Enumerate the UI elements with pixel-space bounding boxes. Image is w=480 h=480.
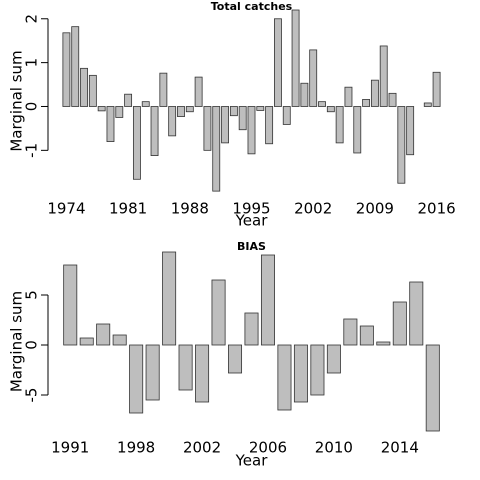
bar (185, 106, 194, 113)
bar (162, 251, 177, 346)
bar (260, 254, 275, 346)
bar (79, 337, 94, 346)
bar (256, 106, 265, 111)
bar (112, 334, 127, 346)
bar (388, 92, 397, 107)
bar (409, 281, 424, 346)
bar (132, 106, 141, 180)
bar (62, 32, 71, 107)
bar (274, 18, 282, 107)
y-tick-label: -5 (23, 388, 41, 403)
bar (145, 344, 160, 401)
bar (362, 99, 371, 107)
bar (97, 106, 106, 112)
y-tick-label: 0 (23, 102, 41, 112)
bar (293, 344, 308, 403)
bar (343, 318, 358, 346)
x-tick-label: 2009 (356, 200, 394, 218)
y-tick-label: 1 (23, 58, 41, 68)
bar (277, 344, 292, 411)
bar (310, 344, 325, 396)
bar (406, 106, 415, 156)
bar (96, 323, 111, 346)
y-tick-label: -1 (23, 143, 41, 158)
x-tick-label: 1981 (109, 200, 147, 218)
bar (265, 106, 274, 145)
bar (115, 106, 124, 118)
bar (150, 106, 159, 156)
x-tick-label: 1998 (117, 439, 155, 457)
y-axis-label: Marginal sum (8, 291, 26, 392)
chart-title: BIAS (237, 240, 266, 253)
bar (309, 49, 318, 107)
x-axis-label: Year (235, 212, 269, 230)
x-tick-label: 1995 (232, 200, 270, 218)
bar (194, 76, 203, 107)
x-tick-label: 2016 (417, 200, 455, 218)
bar (71, 26, 80, 107)
bar (63, 264, 78, 346)
bar (168, 106, 177, 137)
y-tick-label: 2 (23, 14, 41, 24)
y-axis-label: Marginal sum (8, 50, 26, 151)
bar (212, 106, 221, 192)
bar (238, 106, 247, 131)
y-tick-label: 0 (23, 340, 41, 350)
bar (247, 106, 256, 155)
bar (195, 344, 210, 403)
x-tick-label: 1991 (51, 439, 89, 457)
bar (344, 86, 353, 107)
bar (397, 106, 406, 184)
x-tick-label: 1988 (171, 200, 209, 218)
x-tick-label: 1974 (47, 200, 85, 218)
bar (80, 67, 88, 107)
bar (423, 102, 432, 107)
bar (228, 344, 243, 374)
bar (211, 279, 226, 346)
y-tick-label: 5 (23, 290, 41, 300)
chart-title: Total catches (211, 0, 293, 13)
x-tick-label: 2002 (183, 439, 221, 457)
x-tick-label: 2002 (294, 200, 332, 218)
x-tick-label: 2014 (381, 439, 419, 457)
bar (124, 93, 133, 107)
bar (106, 106, 115, 142)
bar (432, 71, 441, 107)
bar (376, 341, 391, 346)
x-tick-label: 2010 (315, 439, 353, 457)
bar (335, 106, 344, 144)
x-tick-label: 2006 (249, 439, 287, 457)
bar (291, 9, 300, 107)
bar (359, 325, 374, 346)
bar (353, 106, 362, 154)
bar (318, 101, 326, 107)
bar (370, 79, 379, 107)
bar (203, 106, 212, 151)
bar (129, 344, 144, 414)
bar (178, 344, 193, 391)
bar (326, 344, 341, 374)
bar (244, 312, 259, 346)
bar (379, 45, 388, 107)
bar (177, 106, 185, 117)
bar (221, 106, 229, 144)
bar (326, 106, 335, 113)
bar (392, 301, 407, 346)
bar (141, 101, 150, 107)
bar (88, 74, 97, 107)
bar (229, 106, 238, 117)
bar (425, 344, 440, 432)
bar (159, 72, 168, 107)
bar (282, 106, 291, 125)
bar (300, 82, 309, 107)
x-axis-label: Year (235, 452, 269, 470)
